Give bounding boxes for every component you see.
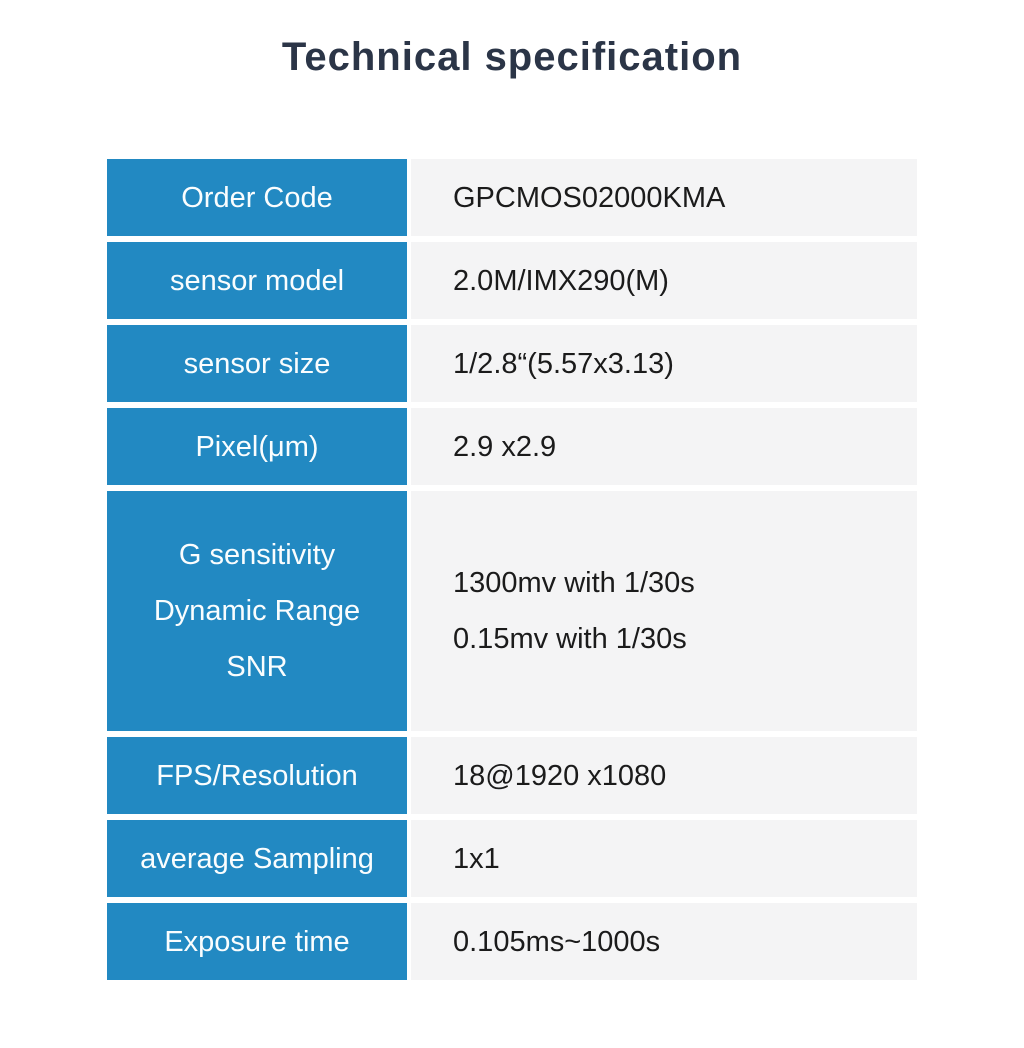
spec-label-line: FPS/Resolution xyxy=(156,759,358,792)
table-row: Pixel(μm) 2.9 x2.9 xyxy=(107,408,917,485)
spec-label-cell: Order Code xyxy=(107,159,407,236)
table-row: FPS/Resolution 18@1920 x1080 xyxy=(107,737,917,814)
spec-value-cell: 2.0M/IMX290(M) xyxy=(411,242,917,319)
table-row: G sensitivity Dynamic Range SNR 1300mv wit… xyxy=(107,491,917,731)
spec-label-line: Pixel(μm) xyxy=(195,430,319,463)
spec-value-line: 2.0M/IMX290(M) xyxy=(453,264,669,297)
spec-label-line: Dynamic Range xyxy=(153,595,361,627)
spec-value-cell: 0.105ms~1000s xyxy=(411,903,917,980)
spec-label-line: G sensitivity xyxy=(178,539,336,571)
table-row: sensor model 2.0M/IMX290(M) xyxy=(107,242,917,319)
spec-label-line: Order Code xyxy=(181,181,333,214)
spec-value-cell: 2.9 x2.9 xyxy=(411,408,917,485)
table-row: average Sampling 1x1 xyxy=(107,820,917,897)
table-row: Order Code GPCMOS02000KMA xyxy=(107,159,917,236)
table-row: sensor size 1/2.8“(5.57x3.13) xyxy=(107,325,917,402)
spec-label-cell: sensor model xyxy=(107,242,407,319)
spec-label-cell: Exposure time xyxy=(107,903,407,980)
spec-label-cell: average Sampling xyxy=(107,820,407,897)
spec-value-cell: 1/2.8“(5.57x3.13) xyxy=(411,325,917,402)
spec-table: Order Code GPCMOS02000KMA sensor model 2… xyxy=(107,159,917,980)
spec-label-cell: Pixel(μm) xyxy=(107,408,407,485)
spec-label-line: SNR xyxy=(226,651,288,683)
spec-value-line: 2.9 x2.9 xyxy=(453,430,557,463)
spec-value-line: 1/2.8“(5.57x3.13) xyxy=(453,347,674,380)
spec-value-line: 1300mv with 1/30s xyxy=(453,567,695,599)
table-row: Exposure time 0.105ms~1000s xyxy=(107,903,917,980)
spec-value-cell: 1300mv with 1/30s 0.15mv with 1/30s xyxy=(411,491,917,731)
spec-label-cell: FPS/Resolution xyxy=(107,737,407,814)
spec-label-line: sensor model xyxy=(169,264,345,297)
spec-label-cell: G sensitivity Dynamic Range SNR xyxy=(107,491,407,731)
spec-value-line: 18@1920 x1080 xyxy=(453,759,667,792)
spec-label-line: average Sampling xyxy=(140,842,374,875)
spec-value-line: GPCMOS02000KMA xyxy=(453,181,726,214)
spec-label-cell: sensor size xyxy=(107,325,407,402)
spec-value-line: 1x1 xyxy=(453,842,500,875)
spec-value-cell: 1x1 xyxy=(411,820,917,897)
spec-value-cell: 18@1920 x1080 xyxy=(411,737,917,814)
spec-value-line: 0.15mv with 1/30s xyxy=(453,623,687,655)
page-title: Technical specification xyxy=(281,35,743,79)
spec-label-line: Exposure time xyxy=(164,925,350,958)
spec-value-line: 0.105ms~1000s xyxy=(453,925,661,958)
spec-label-line: sensor size xyxy=(183,347,331,380)
spec-value-cell: GPCMOS02000KMA xyxy=(411,159,917,236)
